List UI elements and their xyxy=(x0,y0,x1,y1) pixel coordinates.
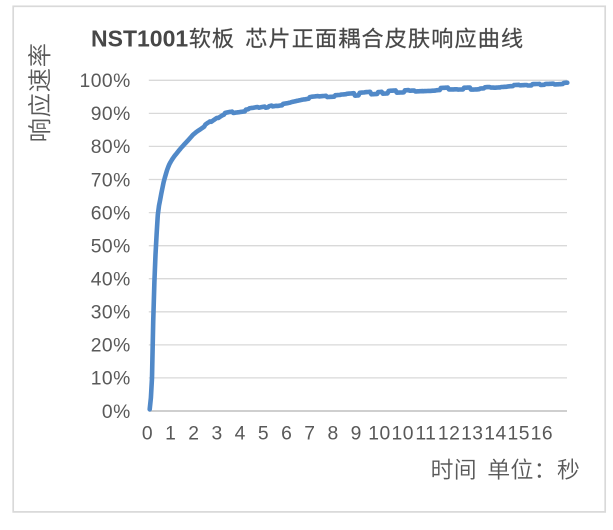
svg-text:12: 12 xyxy=(438,424,460,445)
svg-text:3: 3 xyxy=(211,424,222,445)
svg-text:9: 9 xyxy=(351,424,362,445)
svg-text:20%: 20% xyxy=(91,336,131,357)
svg-text:70%: 70% xyxy=(91,170,131,191)
svg-text:6: 6 xyxy=(281,424,292,445)
svg-text:90%: 90% xyxy=(91,104,131,125)
svg-text:4: 4 xyxy=(235,424,246,445)
svg-text:11: 11 xyxy=(415,424,436,445)
svg-text:2: 2 xyxy=(188,424,199,445)
svg-text:0: 0 xyxy=(142,424,153,445)
svg-text:60%: 60% xyxy=(91,203,131,224)
svg-text:30%: 30% xyxy=(91,303,131,324)
svg-text:5: 5 xyxy=(258,424,269,445)
svg-text:8: 8 xyxy=(327,424,338,445)
svg-text:50%: 50% xyxy=(91,237,131,258)
svg-text:15: 15 xyxy=(507,424,529,445)
svg-text:14: 14 xyxy=(484,424,506,445)
svg-text:13: 13 xyxy=(461,424,483,445)
svg-text:10: 10 xyxy=(391,424,413,445)
svg-text:40%: 40% xyxy=(91,270,131,291)
svg-text:100%: 100% xyxy=(79,71,130,92)
svg-text:80%: 80% xyxy=(91,137,131,158)
svg-text:0%: 0% xyxy=(102,402,131,423)
svg-text:10: 10 xyxy=(368,424,390,445)
svg-text:16: 16 xyxy=(531,424,553,445)
svg-text:7: 7 xyxy=(304,424,315,445)
svg-text:NST1001: NST1001 xyxy=(91,25,188,51)
svg-text:10%: 10% xyxy=(91,369,131,390)
svg-text:1: 1 xyxy=(165,424,176,445)
